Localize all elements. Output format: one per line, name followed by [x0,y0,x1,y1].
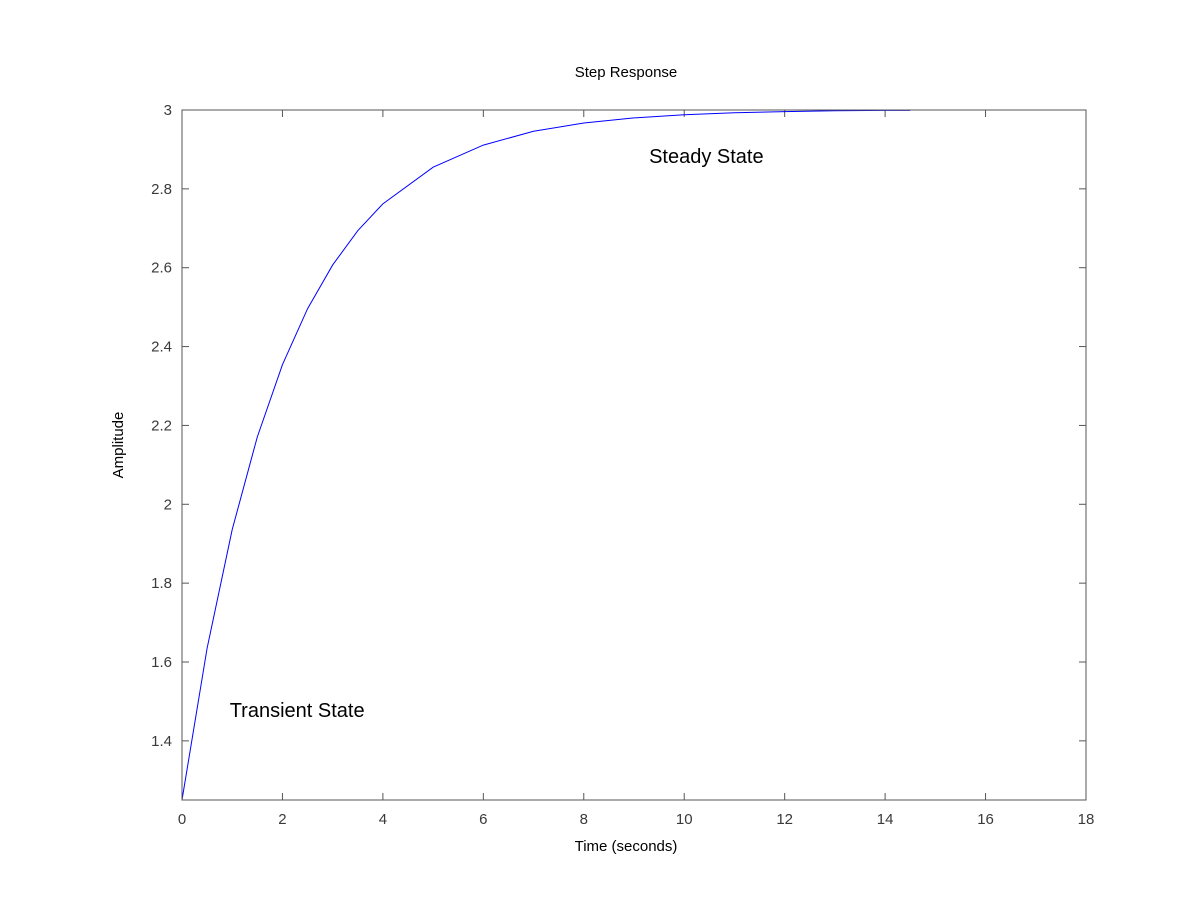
x-tick-label: 2 [278,811,286,828]
y-tick-label: 2.8 [151,181,172,198]
x-tick-label: 10 [676,811,693,828]
series-line [181,109,911,801]
y-tick-label: 2.4 [151,339,172,356]
y-tick-label: 1.4 [151,733,172,750]
x-tick-label: 18 [1078,811,1095,828]
x-tick-label: 6 [479,811,487,828]
x-axis-label: Time (seconds) [575,838,678,855]
y-axis-label: Amplitude [110,412,127,479]
annotation-transient-state: Transient State [230,700,365,722]
plot-frame [181,109,1087,801]
y-tick-label: 2.6 [151,260,172,277]
annotation-steady-state: Steady State [649,146,764,168]
x-tick-label: 4 [379,811,387,828]
y-tick-label: 2.2 [151,417,172,434]
axis-tick-labels: 0 2 4 6 8 10 12 14 16 18 1.4 1.6 1.8 2 2.2 2.4 2.6 2.8 3 [151,102,1094,828]
chart-title: Step Response [575,64,678,81]
y-tick-label: 1.8 [151,575,172,592]
x-tick-label: 0 [178,811,186,828]
x-tick-label: 12 [776,811,793,828]
x-tick-label: 14 [877,811,894,828]
x-tick-label: 8 [580,811,588,828]
y-tick-label: 2 [164,496,172,513]
y-tick-label: 1.6 [151,654,172,671]
y-tick-label: 3 [164,102,172,119]
plot-area [182,110,1086,800]
x-tick-label: 16 [977,811,994,828]
